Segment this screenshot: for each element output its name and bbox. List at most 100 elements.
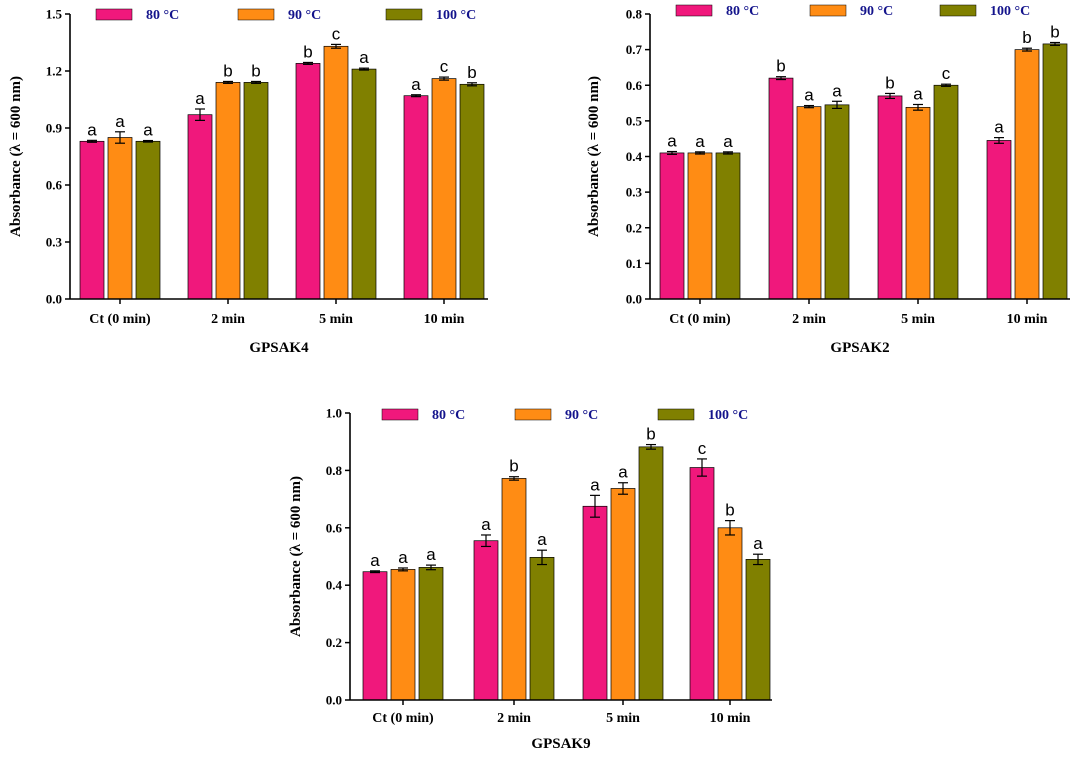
y-axis-title: Absorbance (λ = 600 nm) — [586, 76, 602, 237]
legend-label: 90 °C — [860, 4, 893, 19]
bar — [768, 77, 794, 300]
significance-letter: b — [1022, 28, 1031, 47]
bar — [582, 505, 608, 701]
bar — [107, 137, 133, 300]
bar — [431, 78, 457, 300]
bar — [905, 106, 931, 300]
y-tick-label: 0.4 — [626, 149, 643, 164]
significance-letter: a — [723, 132, 733, 151]
y-tick-label: 1.5 — [46, 7, 63, 22]
y-tick-label: 0.6 — [326, 520, 343, 535]
significance-letter: b — [223, 61, 232, 80]
x-tick-label: 10 min — [1007, 312, 1048, 327]
bar — [529, 557, 555, 701]
significance-letter: a — [832, 81, 842, 100]
x-tick-label: 2 min — [792, 312, 826, 327]
bar — [351, 68, 377, 300]
significance-letter: b — [725, 501, 734, 520]
legend-label: 100 °C — [708, 408, 748, 423]
significance-letter: a — [359, 48, 369, 67]
bar — [638, 446, 664, 701]
x-tick-label: 10 min — [424, 312, 465, 327]
significance-letter: b — [467, 63, 476, 82]
y-tick-label: 0.1 — [626, 256, 642, 271]
y-tick-label: 0.3 — [46, 235, 63, 250]
bar — [501, 478, 527, 701]
x-axis-title: GPSAK2 — [830, 340, 889, 356]
bar — [745, 559, 771, 701]
significance-letter: b — [251, 61, 260, 80]
legend-label: 80 °C — [146, 8, 179, 23]
y-axis-title: Absorbance (λ = 600 nm) — [8, 76, 24, 237]
bar — [79, 140, 105, 300]
legend-swatch — [939, 4, 977, 17]
significance-letter: a — [804, 86, 814, 105]
x-tick-label: 10 min — [710, 711, 751, 726]
legend-label: 80 °C — [432, 408, 465, 423]
y-tick-label: 1.0 — [326, 406, 342, 421]
bar — [362, 571, 388, 701]
bar — [459, 83, 485, 300]
significance-letter: c — [332, 24, 341, 43]
significance-letter: a — [87, 120, 97, 139]
significance-letter: a — [695, 132, 705, 151]
x-tick-label: Ct (0 min) — [89, 312, 151, 327]
bar — [295, 63, 321, 300]
y-tick-label: 0.0 — [626, 292, 642, 307]
significance-letter: a — [913, 84, 923, 103]
significance-letter: a — [370, 551, 380, 570]
significance-letter: b — [776, 57, 785, 76]
legend-swatch — [809, 4, 847, 17]
significance-letter: a — [115, 112, 125, 131]
y-tick-label: 0.8 — [626, 7, 643, 22]
x-tick-label: 2 min — [497, 711, 531, 726]
y-tick-label: 0.8 — [326, 463, 343, 478]
significance-letter: c — [942, 64, 951, 83]
significance-letter: a — [537, 530, 547, 549]
y-tick-label: 1.2 — [46, 64, 62, 79]
y-tick-label: 0.0 — [46, 292, 62, 307]
bar — [986, 140, 1012, 300]
y-tick-label: 0.2 — [626, 220, 642, 235]
bar — [390, 569, 416, 701]
significance-letter: a — [481, 515, 491, 534]
x-tick-label: 5 min — [606, 711, 640, 726]
legend-label: 100 °C — [990, 4, 1030, 19]
x-tick-label: Ct (0 min) — [669, 312, 731, 327]
significance-letter: a — [398, 548, 408, 567]
legend-swatch — [514, 408, 552, 421]
significance-letter: a — [590, 475, 600, 494]
bar — [403, 95, 429, 300]
y-tick-label: 0.3 — [626, 185, 643, 200]
significance-letter: b — [303, 42, 312, 61]
x-axis-title: GPSAK9 — [531, 736, 590, 752]
significance-letter: a — [143, 121, 153, 140]
legend-swatch — [657, 408, 695, 421]
bar — [1042, 43, 1068, 300]
y-tick-label: 0.4 — [326, 578, 343, 593]
x-tick-label: 5 min — [901, 312, 935, 327]
bar — [323, 45, 349, 300]
significance-letter: c — [698, 439, 707, 458]
legend-swatch — [237, 8, 275, 21]
bar — [715, 152, 741, 300]
significance-letter: a — [411, 75, 421, 94]
x-tick-label: 5 min — [319, 312, 353, 327]
legend-swatch — [381, 408, 419, 421]
significance-letter: a — [195, 89, 205, 108]
bar — [135, 140, 161, 300]
bar — [717, 527, 743, 701]
y-tick-label: 0.2 — [326, 635, 342, 650]
bar — [659, 152, 685, 300]
significance-letter: c — [440, 57, 449, 76]
significance-letter: a — [426, 545, 436, 564]
bar — [473, 540, 499, 701]
y-tick-label: 0.6 — [626, 78, 643, 93]
bar — [418, 567, 444, 701]
significance-letter: b — [646, 425, 655, 444]
bar — [689, 467, 715, 701]
